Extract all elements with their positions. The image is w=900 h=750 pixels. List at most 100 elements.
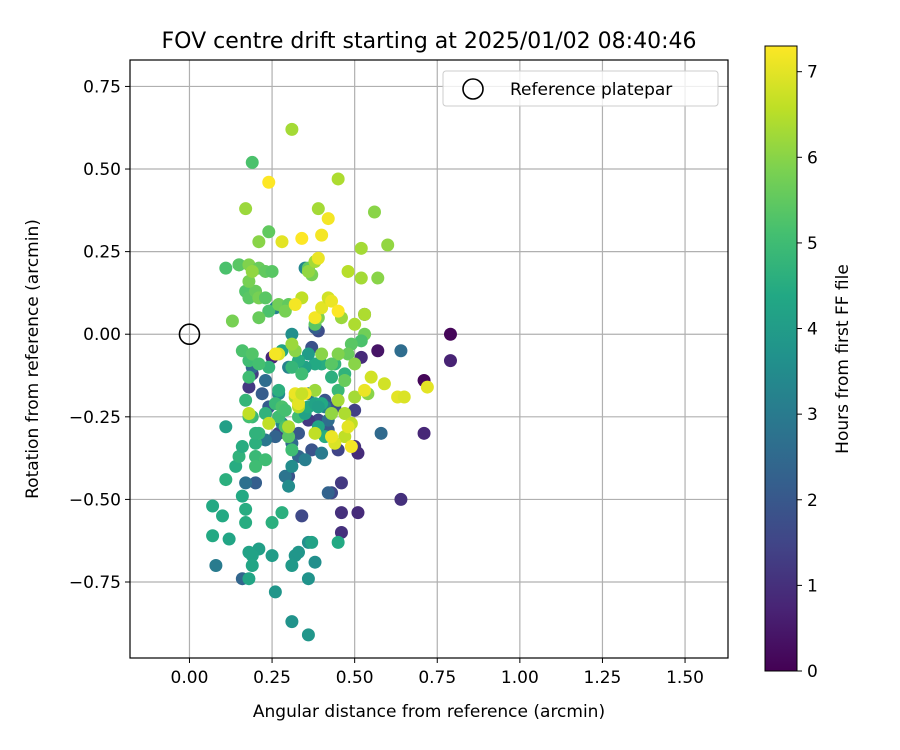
x-tick-label: 1.50 [666,668,704,688]
data-point [285,360,299,374]
data-point [268,347,282,361]
x-axis-label: Angular distance from reference (arcmin) [253,702,605,722]
x-axis-ticks: 0.00 0.25 0.50 0.75 1.00 1.25 1.50 [171,658,704,688]
data-point [285,337,299,351]
data-point [341,347,355,361]
scatter-points [206,122,457,642]
data-point [377,377,391,391]
data-point [315,446,329,460]
colorbar-label: Hours from first FF file [833,264,853,454]
data-point [229,459,243,473]
data-point [295,387,309,401]
data-point [315,228,329,242]
y-axis-label: Rotation from reference (arcmin) [23,219,43,499]
y-tick-label: −0.75 [69,573,121,593]
data-point [311,202,325,216]
data-point [338,373,352,387]
data-point [331,304,345,318]
y-axis-ticks: −0.75 −0.50 −0.25 0.00 0.25 0.50 0.75 [69,77,130,593]
data-point [258,291,272,305]
data-point [262,304,276,318]
data-point [443,354,457,368]
y-tick-label: −0.50 [69,490,121,510]
data-point [394,492,408,506]
y-tick-label: 0.50 [83,160,121,180]
data-point [275,506,289,520]
data-point [285,459,299,473]
data-point [348,403,362,417]
data-point [348,390,362,404]
legend: Reference platepar [442,70,719,107]
colorbar: 0 1 2 3 4 5 6 7 Hours from first FF file [764,45,853,682]
y-tick-label: 0.25 [83,243,121,263]
data-point [364,370,378,384]
data-point [249,459,263,473]
legend-open-circle-marker [462,78,484,100]
y-tick-label: 0.00 [83,325,121,345]
data-point [282,430,296,444]
colorbar-tick-label: 0 [807,662,818,682]
x-tick-label: 1.00 [501,668,539,688]
colorbar-gradient [764,45,798,672]
data-point [262,360,276,374]
data-point [371,271,385,285]
data-point [242,407,256,421]
data-point [354,271,368,285]
data-point [249,476,263,490]
x-tick-label: 0.75 [418,668,456,688]
data-point [334,506,348,520]
y-tick-label: −0.25 [69,408,121,428]
data-point [285,558,299,572]
data-point [344,337,358,351]
data-point [239,393,253,407]
data-point [338,407,352,421]
data-point [341,264,355,278]
data-point [308,426,322,440]
data-point [278,403,292,417]
data-point [249,426,263,440]
data-point [305,443,319,457]
data-point [219,261,233,275]
data-point [308,555,322,569]
reference-platepar-marker [178,323,201,346]
data-point [308,311,322,325]
data-point [239,516,253,530]
data-point [282,420,296,434]
data-point [245,264,259,278]
data-point [358,383,372,397]
data-point [291,545,305,559]
data-point [420,380,434,394]
data-point [291,426,305,440]
data-point [239,502,253,516]
data-point [348,357,362,371]
data-point [265,549,279,563]
colorbar-tick-label: 1 [807,576,818,596]
data-point [245,558,259,572]
data-point [325,430,339,444]
data-point [272,383,286,397]
data-point [381,238,395,252]
data-point [344,440,358,454]
colorbar-ticks: 0 1 2 3 4 5 6 7 [797,63,818,682]
data-point [262,225,276,239]
data-point [239,476,253,490]
data-point [282,479,296,493]
data-point [235,440,249,454]
data-point [354,334,368,348]
data-point [301,264,315,278]
legend-box [442,70,719,107]
data-point [242,370,256,384]
data-point [341,420,355,434]
data-point [308,383,322,397]
data-point [245,155,259,169]
data-point [242,572,256,586]
colorbar-tick-label: 7 [807,63,818,83]
data-point [331,347,345,361]
data-point [443,327,457,341]
data-point [262,416,276,430]
data-point [325,357,339,371]
x-tick-label: 0.25 [253,668,291,688]
data-point [291,397,305,411]
data-point [321,486,335,500]
